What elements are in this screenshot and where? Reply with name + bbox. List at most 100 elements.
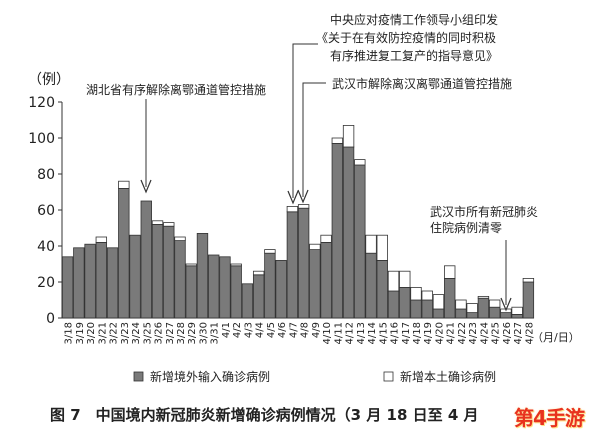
bar-imported-3-26 — [151, 223, 164, 319]
bar-imported-4-5 — [264, 252, 276, 319]
bar-local-4-22 — [455, 299, 467, 310]
bar-imported-3-28 — [174, 240, 186, 319]
y-unit-label: （例） — [28, 72, 70, 88]
x-tick-label: 4/5 — [266, 322, 277, 338]
bar-imported-3-25 — [140, 200, 152, 319]
bar-local-4-10 — [320, 234, 332, 243]
legend-swatch-imported — [133, 371, 144, 382]
y-tick-label: 0 — [46, 311, 55, 327]
x-tick-label: 3/22 — [109, 322, 120, 344]
annotation-wuhan-lift-arrowhead — [297, 189, 309, 204]
bar-imported-4-24 — [477, 297, 490, 319]
bar-imported-4-16 — [387, 290, 400, 319]
bar-imported-4-9 — [309, 249, 321, 319]
bars — [61, 125, 535, 319]
bar-imported-4-4 — [252, 274, 265, 319]
bar-imported-4-3 — [241, 283, 254, 319]
bar-imported-3-19 — [73, 247, 85, 319]
bar-imported-4-7 — [286, 211, 299, 319]
bar-local-3-29 — [185, 263, 197, 267]
annotation-central-arrow — [292, 43, 318, 198]
bar-local-4-28 — [522, 277, 535, 283]
bar-imported-4-18 — [410, 299, 422, 319]
bar-local-4-14 — [365, 234, 377, 254]
x-tick-label: 4/15 — [378, 322, 389, 344]
bar-imported-3-23 — [118, 187, 130, 319]
watermark-logo: 第4手游 — [514, 405, 585, 430]
x-tick-label: 4/18 — [412, 322, 423, 344]
x-tick-label: 4/16 — [390, 322, 401, 344]
x-tick-label: 4/10 — [322, 322, 333, 344]
x-tick-label: 4/22 — [457, 322, 468, 344]
x-tick-label: 4/3 — [243, 322, 254, 338]
bar-local-4-15 — [376, 234, 388, 261]
bar-local-4-13 — [354, 159, 366, 166]
bar-imported-4-25 — [488, 306, 501, 319]
bar-imported-3-27 — [163, 225, 175, 319]
bar-local-4-11 — [331, 137, 344, 144]
bar-imported-3-20 — [84, 243, 96, 319]
bar-imported-4-10 — [320, 241, 332, 319]
bar-imported-4-19 — [421, 299, 433, 319]
x-tick-label: 4/19 — [423, 322, 434, 344]
x-tick-label: 3/29 — [187, 322, 198, 344]
x-tick-label: 4/21 — [446, 322, 457, 344]
x-tick-label: 4/1 — [221, 322, 232, 338]
bar-local-4-20 — [432, 294, 445, 310]
bar-imported-3-29 — [185, 265, 197, 319]
x-tick-label: 3/27 — [165, 322, 176, 344]
bar-imported-3-30 — [196, 232, 209, 319]
bar-imported-4-14 — [365, 252, 377, 319]
bar-imported-4-26 — [500, 312, 512, 319]
x-tick-label: 3/28 — [176, 322, 187, 344]
y-tick-label: 60 — [37, 203, 55, 219]
x-tick-label: 4/9 — [311, 322, 322, 338]
x-tick-label: 3/25 — [142, 322, 153, 344]
annotation-wuhan-lift-text: 武汉市解除离汉离鄂通道管控措施 — [332, 76, 512, 91]
annotation-wuhan-zero-line1: 武汉市所有新冠肺炎 — [430, 204, 538, 219]
bar-local-4-21 — [444, 265, 456, 279]
chart-caption: 图 7 中国境内新冠肺炎新增确诊病例情况（3 月 18 日至 4 月 — [50, 406, 479, 424]
x-unit-label: （月/日） — [532, 331, 580, 344]
bar-local-3-27 — [163, 222, 175, 227]
bar-local-4-17 — [399, 270, 411, 288]
x-tick-label: 3/18 — [64, 322, 75, 344]
bar-imported-4-20 — [432, 308, 445, 319]
bar-imported-4-22 — [455, 308, 467, 319]
x-tick-label: 4/20 — [434, 322, 445, 344]
x-tick-label: 4/13 — [356, 322, 367, 344]
x-tick-label: 4/6 — [277, 322, 288, 338]
y-ticks: 0 20 40 60 80 100 120 — [28, 95, 62, 327]
annotation-wuhan-lift: 武汉市解除离汉离鄂通道管控措施 — [297, 76, 512, 204]
x-tick-label: 4/27 — [513, 322, 524, 344]
bar-imported-4-6 — [275, 259, 287, 319]
annotation-central-line2: 《关于在有效防控疫情的同时积极 — [316, 30, 496, 45]
x-tick-label: 4/12 — [345, 322, 356, 344]
legend-swatch-local — [383, 371, 394, 382]
bar-local-4-8 — [297, 204, 310, 209]
bar-imported-3-21 — [95, 241, 108, 319]
annotation-central-line1: 中央应对疫情工作领导小组印发 — [330, 12, 498, 27]
x-tick-label: 3/30 — [198, 322, 209, 344]
bar-imported-4-27 — [511, 313, 523, 319]
y-tick-label: 80 — [37, 167, 55, 183]
bar-imported-4-28 — [522, 281, 535, 319]
bar-local-3-26 — [151, 220, 164, 225]
bar-local-4-2 — [230, 263, 242, 267]
annotation-central-guideline: 中央应对疫情工作领导小组印发 《关于在有效防控疫情的同时积极 有序推进复工复产的… — [287, 12, 498, 205]
bar-imported-4-15 — [376, 259, 388, 319]
annotation-wuhan-zero-arrowhead — [500, 297, 512, 312]
x-tick-label: 4/24 — [479, 322, 490, 344]
bar-local-4-19 — [421, 290, 433, 301]
bar-local-3-21 — [95, 236, 108, 243]
bar-local-4-9 — [309, 243, 321, 250]
bar-local-4-7 — [286, 205, 299, 213]
x-tick-label: 3/19 — [75, 322, 86, 344]
bar-local-4-4 — [252, 270, 265, 276]
x-tick-label: 3/26 — [154, 322, 165, 344]
annotation-central-line3: 有序推进复工复产的指导意见》 — [330, 48, 498, 63]
bar-imported-3-31 — [208, 254, 220, 319]
x-tick-label: 4/28 — [524, 322, 535, 344]
bar-local-4-18 — [410, 286, 422, 301]
